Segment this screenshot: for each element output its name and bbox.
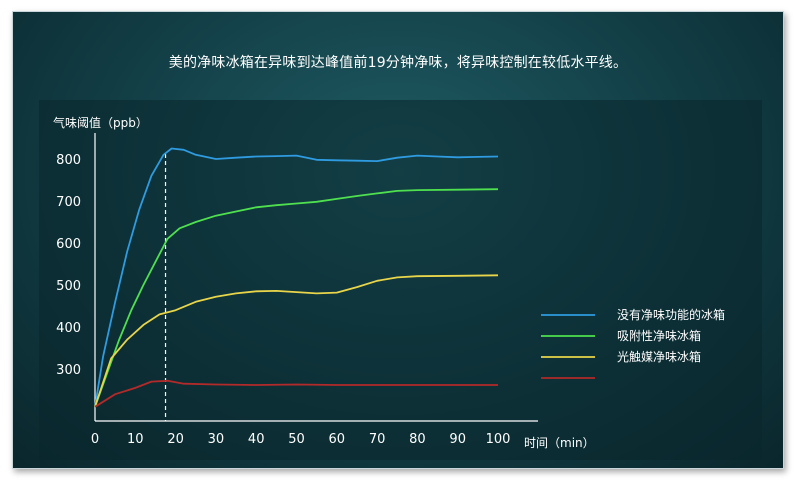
y-tick-label: 800 xyxy=(56,153,81,168)
series-line-2 xyxy=(94,188,499,408)
y-tick-label: 400 xyxy=(56,321,81,336)
y-tick-label: 700 xyxy=(56,195,81,210)
series-line-3 xyxy=(94,274,499,408)
x-tick-label: 20 xyxy=(167,432,184,447)
x-tick-label: 0 xyxy=(91,432,99,447)
series-line-1 xyxy=(94,147,499,407)
x-tick-label: 60 xyxy=(329,432,346,447)
x-tick-label: 10 xyxy=(127,432,144,447)
x-tick-label: 30 xyxy=(208,432,225,447)
x-tick-label: 80 xyxy=(409,432,426,447)
x-tick-label: 50 xyxy=(288,432,305,447)
x-axis-title: 时间（min） xyxy=(524,436,595,450)
chart-caption: 美的净味冰箱在异味到达峰值前19分钟净味，将异味控制在较低水平线。 xyxy=(168,55,628,71)
chart-frame: 美的净味冰箱在异味到达峰值前19分钟净味，将异味控制在较低水平线。 300 400… xyxy=(12,11,784,469)
y-tick-label: 600 xyxy=(56,237,81,252)
legend-label-1: 没有净味功能的冰箱 xyxy=(617,307,725,322)
legend-label-3: 光触媒净味冰箱 xyxy=(617,349,701,364)
y-tick-label: 500 xyxy=(56,279,81,294)
x-tick-label: 100 xyxy=(486,432,511,447)
x-tick-label: 40 xyxy=(248,432,265,447)
x-tick-label: 70 xyxy=(369,432,386,447)
line-chart: 300 400 500 600 700 800 0 10 20 30 40 50 60 70 80 90 100… xyxy=(53,115,725,450)
series-line-4 xyxy=(94,379,498,408)
legend-label-2: 吸附性净味冰箱 xyxy=(617,328,701,343)
x-tick-label: 90 xyxy=(449,432,466,447)
y-tick-label: 300 xyxy=(56,363,81,378)
y-axis-title: 气味阈值（ppb） xyxy=(53,115,148,130)
